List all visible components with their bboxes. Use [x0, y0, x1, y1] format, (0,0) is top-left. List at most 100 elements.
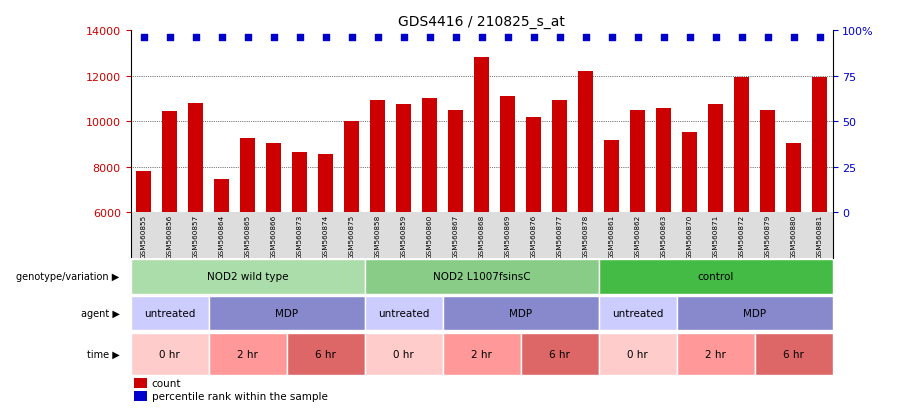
Point [345, 35, 359, 42]
Title: GDS4416 / 210825_s_at: GDS4416 / 210825_s_at [398, 14, 565, 28]
Text: GSM560871: GSM560871 [713, 214, 718, 258]
Text: GSM560866: GSM560866 [271, 214, 276, 258]
Text: NOD2 wild type: NOD2 wild type [207, 272, 288, 282]
Text: GSM560855: GSM560855 [140, 214, 147, 258]
Point [422, 35, 436, 42]
Bar [605, 140, 618, 213]
Bar [214, 180, 229, 213]
Point [708, 35, 723, 42]
Text: MDP: MDP [508, 309, 532, 318]
Point [682, 35, 697, 42]
Bar [364, 296, 443, 330]
Point [319, 35, 333, 42]
Text: untreated: untreated [144, 309, 195, 318]
Bar [474, 58, 489, 213]
Text: GSM560857: GSM560857 [193, 214, 199, 258]
Text: 2 hr: 2 hr [705, 349, 726, 359]
Bar [240, 139, 255, 213]
Point [526, 35, 541, 42]
Point [630, 35, 644, 42]
Point [448, 35, 463, 42]
Text: GSM560859: GSM560859 [400, 214, 407, 258]
Point [188, 35, 202, 42]
Bar [162, 112, 176, 213]
Text: GSM560865: GSM560865 [245, 214, 250, 258]
Bar [443, 333, 520, 375]
Bar [579, 72, 593, 213]
Bar [130, 296, 209, 330]
Text: GSM560878: GSM560878 [582, 214, 589, 258]
Text: GSM560867: GSM560867 [453, 214, 458, 258]
Text: GSM560874: GSM560874 [322, 214, 328, 258]
Text: 6 hr: 6 hr [549, 349, 570, 359]
Text: 2 hr: 2 hr [471, 349, 492, 359]
Text: control: control [698, 272, 733, 282]
Text: 6 hr: 6 hr [783, 349, 804, 359]
Bar [520, 333, 598, 375]
Point [734, 35, 749, 42]
Text: GSM560873: GSM560873 [296, 214, 302, 258]
Bar [371, 100, 384, 213]
Text: MDP: MDP [274, 309, 298, 318]
Bar [656, 108, 670, 213]
Text: GSM560863: GSM560863 [661, 214, 667, 258]
Point [474, 35, 489, 42]
Text: count: count [151, 378, 181, 388]
Point [136, 35, 150, 42]
Bar [526, 117, 541, 213]
Text: percentile rank within the sample: percentile rank within the sample [151, 391, 328, 401]
Point [214, 35, 229, 42]
Text: time ▶: time ▶ [87, 349, 120, 359]
Point [396, 35, 410, 42]
Bar [677, 296, 832, 330]
Text: GSM560862: GSM560862 [634, 214, 641, 258]
Text: 0 hr: 0 hr [159, 349, 180, 359]
Bar [708, 105, 723, 213]
Bar [134, 377, 147, 388]
Text: GSM560881: GSM560881 [816, 214, 823, 258]
Bar [364, 333, 443, 375]
Bar [286, 333, 364, 375]
Bar [598, 296, 677, 330]
Text: GSM560868: GSM560868 [479, 214, 484, 258]
Text: 6 hr: 6 hr [315, 349, 336, 359]
Bar [209, 333, 286, 375]
Bar [266, 144, 281, 213]
Text: GSM560860: GSM560860 [427, 214, 433, 258]
Point [813, 35, 827, 42]
Text: GSM560861: GSM560861 [608, 214, 615, 258]
Text: GSM560877: GSM560877 [556, 214, 562, 258]
Bar [319, 155, 333, 213]
Text: GSM560869: GSM560869 [505, 214, 510, 258]
Text: GSM560872: GSM560872 [739, 214, 744, 258]
Text: GSM560880: GSM560880 [790, 214, 796, 258]
Text: GSM560879: GSM560879 [764, 214, 770, 258]
Bar [188, 104, 202, 213]
Text: agent ▶: agent ▶ [81, 309, 120, 318]
Text: GSM560870: GSM560870 [687, 214, 692, 258]
Text: 0 hr: 0 hr [393, 349, 414, 359]
Bar [130, 213, 832, 259]
Bar [134, 391, 147, 401]
Bar [500, 97, 515, 213]
Text: 0 hr: 0 hr [627, 349, 648, 359]
Bar [137, 172, 150, 213]
Point [240, 35, 255, 42]
Text: genotype/variation ▶: genotype/variation ▶ [16, 272, 120, 282]
Text: 2 hr: 2 hr [237, 349, 258, 359]
Bar [682, 132, 697, 213]
Point [656, 35, 670, 42]
Text: GSM560864: GSM560864 [219, 214, 224, 258]
Text: GSM560875: GSM560875 [348, 214, 355, 258]
Point [162, 35, 176, 42]
Bar [130, 333, 209, 375]
Text: untreated: untreated [378, 309, 429, 318]
Text: GSM560876: GSM560876 [530, 214, 536, 258]
Text: NOD2 L1007fsinsC: NOD2 L1007fsinsC [433, 272, 530, 282]
Text: untreated: untreated [612, 309, 663, 318]
Point [760, 35, 775, 42]
Point [604, 35, 618, 42]
Text: GSM560856: GSM560856 [166, 214, 173, 258]
Point [370, 35, 384, 42]
Bar [553, 100, 567, 213]
